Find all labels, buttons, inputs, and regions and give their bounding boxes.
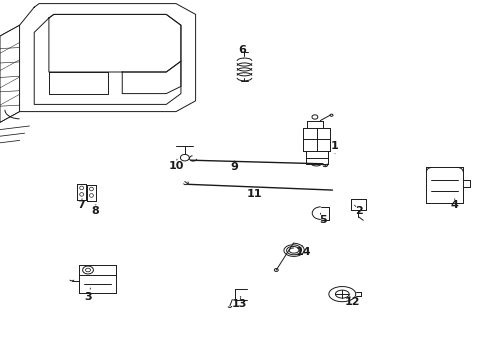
Text: 10: 10 xyxy=(168,159,183,171)
Text: 7: 7 xyxy=(77,199,84,210)
Text: 5: 5 xyxy=(318,213,326,225)
Text: 14: 14 xyxy=(295,246,310,257)
Text: 6: 6 xyxy=(238,45,245,58)
Text: 4: 4 xyxy=(450,199,458,210)
Text: 9: 9 xyxy=(230,161,238,172)
Text: 1: 1 xyxy=(330,141,338,154)
Text: 13: 13 xyxy=(231,298,247,309)
Text: 8: 8 xyxy=(91,204,99,216)
Text: 3: 3 xyxy=(84,288,92,302)
Text: 2: 2 xyxy=(354,205,363,216)
Text: 12: 12 xyxy=(344,296,359,307)
Text: 11: 11 xyxy=(246,189,262,199)
